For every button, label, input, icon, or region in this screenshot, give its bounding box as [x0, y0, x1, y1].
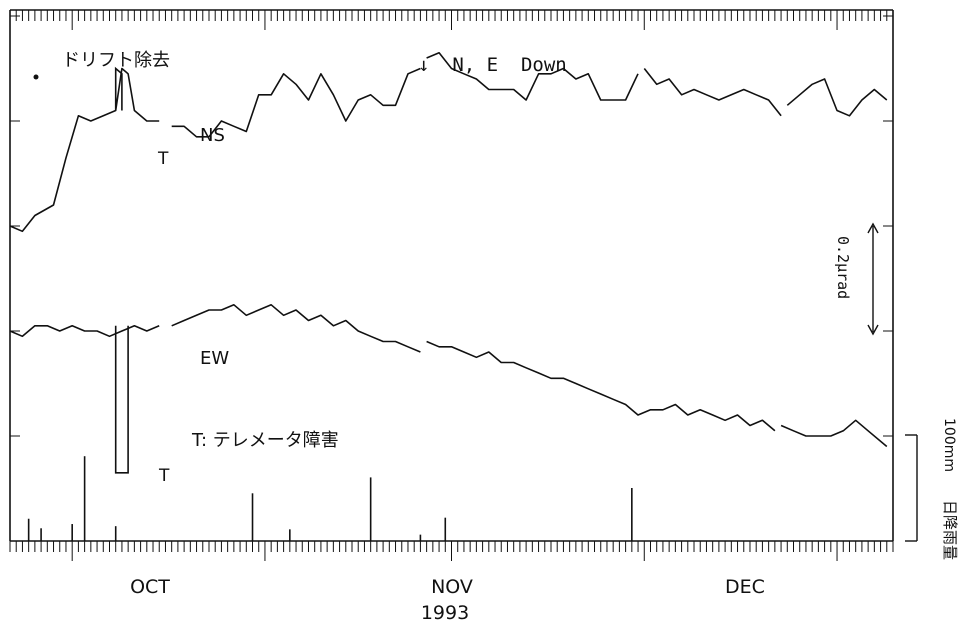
direction-label: ↓ N, E Down — [418, 54, 567, 76]
series-line-ew — [9, 324, 160, 338]
tilt-scale-label: 0.2μrad — [834, 236, 852, 299]
series-line-ns — [426, 51, 639, 101]
drift-removed-label: ドリフト除去 — [62, 50, 170, 71]
telemetry-marker-ns: T — [157, 149, 169, 169]
series-line-ns — [9, 67, 160, 233]
series-label-ew: EW — [200, 348, 229, 369]
telemetry-fault-ew — [114, 325, 129, 474]
rain-scale-label: 100mm — [941, 418, 957, 472]
tilt-scale-bar: 0.2μrad — [834, 222, 879, 336]
series-label-ns: NS — [200, 125, 225, 146]
series-line-ns — [786, 78, 888, 117]
year-label: 1993 — [421, 602, 469, 624]
month-label-nov: NOV — [431, 576, 473, 598]
series-line-ew — [426, 340, 776, 432]
month-label-oct: OCT — [130, 576, 170, 598]
telemetry-fault-ns — [114, 66, 123, 111]
series-line-ns — [643, 68, 782, 117]
series-line-ew — [171, 303, 421, 353]
rain-scale-bar: 100mm 日降雨量 — [905, 418, 959, 560]
telemetry-note: T: テレメータ障害 — [191, 430, 339, 451]
month-label-dec: DEC — [725, 576, 765, 598]
telemetry-marker-ew: T — [158, 466, 170, 486]
drift-dot-icon — [33, 74, 39, 80]
series-line-ew — [780, 419, 888, 448]
series-line-ns — [171, 67, 421, 138]
rain-axis-label: 日降雨量 — [941, 500, 959, 560]
